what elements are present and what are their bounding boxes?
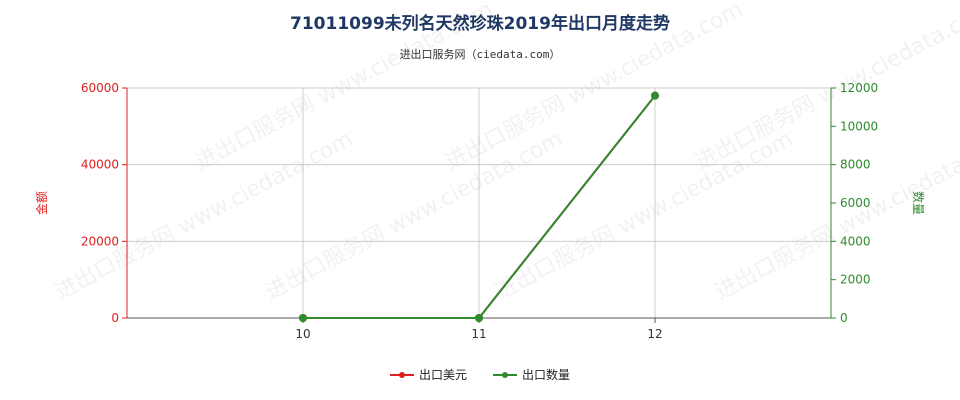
- y-left-axis-label: 金额: [34, 191, 49, 215]
- y-right-tick-label: 2000: [840, 273, 871, 287]
- chart-legend: 出口美元 出口数量: [0, 366, 960, 383]
- chart-subtitle: 进出口服务网（ciedata.com）: [399, 48, 561, 61]
- data-point-quantity: [299, 314, 307, 322]
- y-left-tick-label: 0: [111, 311, 119, 325]
- y-right-tick-label: 4000: [840, 234, 871, 248]
- y-left-tick-label: 40000: [81, 158, 119, 172]
- x-tick-label: 12: [647, 327, 662, 341]
- data-point-quantity: [651, 91, 659, 100]
- y-right-tick-label: 10000: [840, 119, 878, 133]
- legend-label-quantity: 出口数量: [522, 368, 571, 382]
- y-right-tick-label: 6000: [840, 196, 871, 210]
- legend-label-amount: 出口美元: [418, 368, 467, 382]
- x-tick-label: 10: [295, 327, 310, 341]
- y-left-tick-label: 20000: [81, 234, 119, 248]
- legend-item-quantity[interactable]: 出口数量: [493, 366, 570, 383]
- legend-swatch-amount: [389, 370, 414, 380]
- chart-title: 71011099未列名天然珍珠2019年出口月度走势: [290, 14, 670, 34]
- legend-swatch-quantity: [493, 370, 517, 380]
- y-right-axis-label: 数量: [911, 191, 926, 215]
- legend-item-amount[interactable]: 出口美元: [389, 366, 467, 383]
- y-right-tick-label: 12000: [840, 81, 878, 95]
- x-tick-label: 11: [471, 327, 486, 341]
- y-left-tick-label: 60000: [81, 81, 119, 95]
- y-right-tick-label: 8000: [840, 158, 871, 172]
- data-point-quantity: [475, 314, 483, 322]
- y-right-tick-label: 0: [840, 311, 848, 325]
